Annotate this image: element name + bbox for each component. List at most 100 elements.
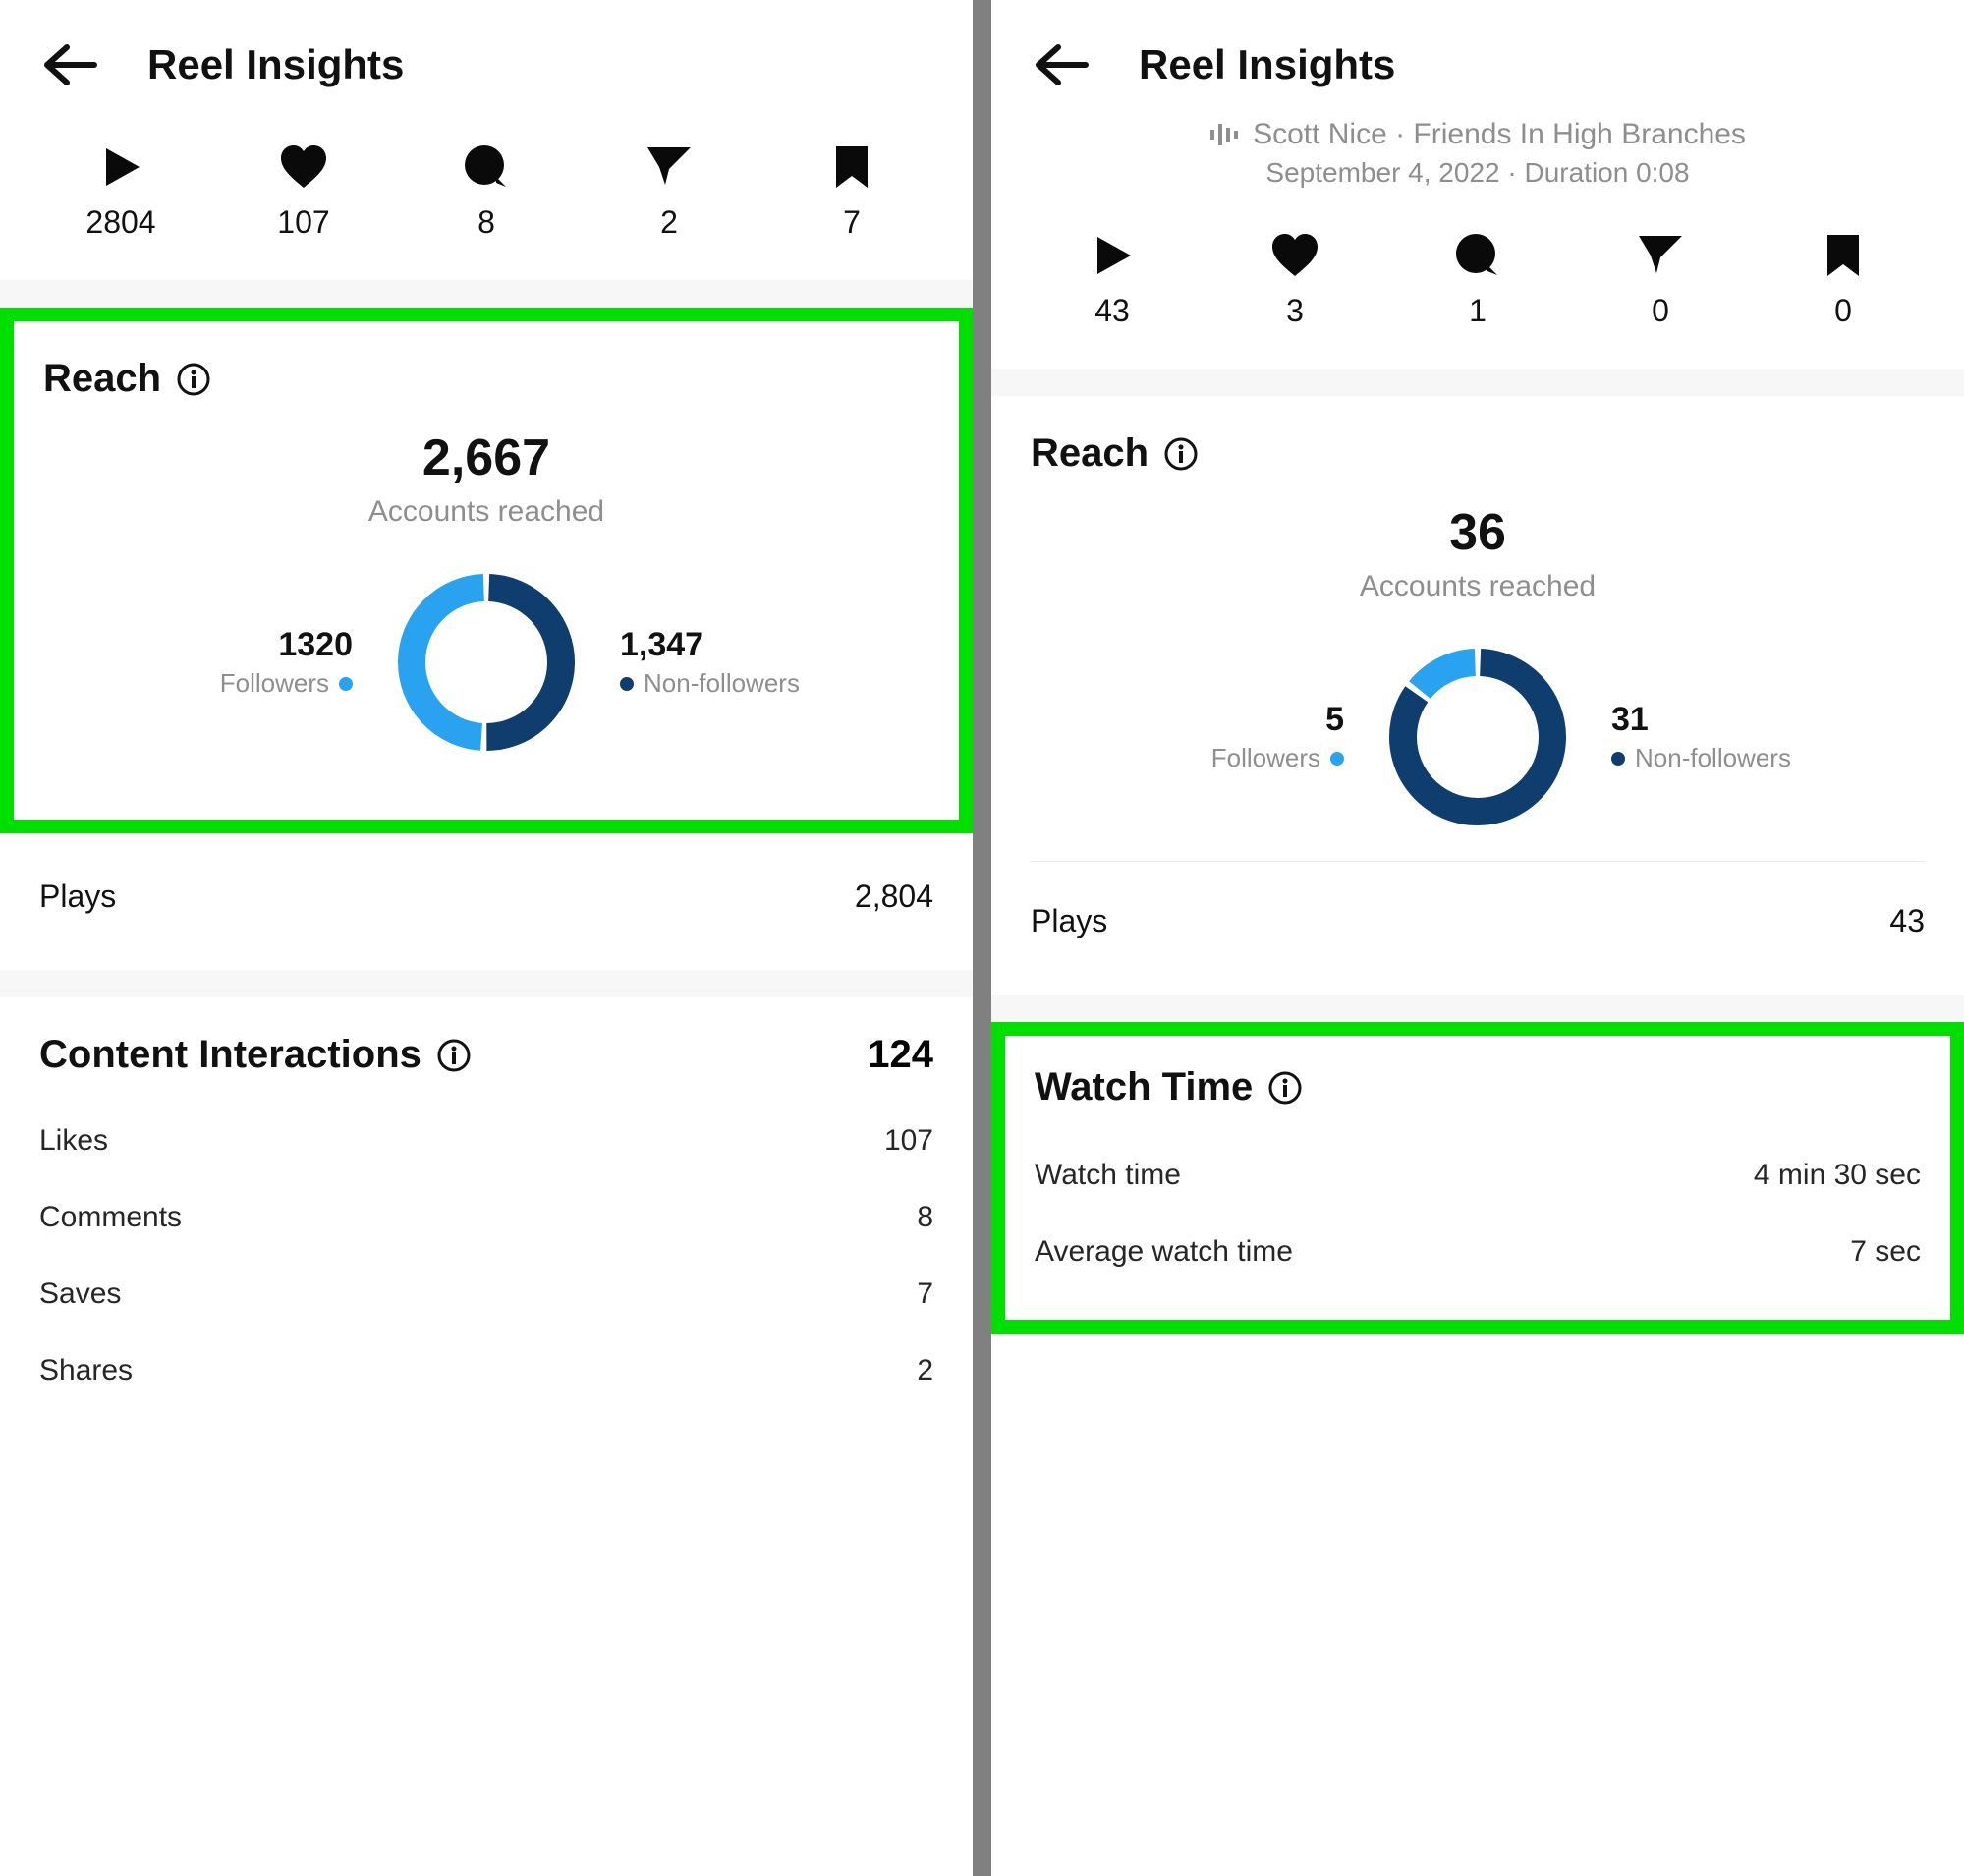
panel-right: Reel Insights Scott Nice · Friends In Hi… [991,0,1964,1876]
nonfollowers-value: 1,347 [620,626,703,664]
page-title: Reel Insights [1139,41,1395,88]
nonfollowers-label: Non-followers [1635,743,1791,773]
wt-value: 7 sec [1850,1235,1921,1269]
stat-comments-count: 1 [1469,293,1487,329]
ci-value: 7 [917,1278,933,1311]
content-interactions-section: Content Interactions 124 Likes 107 Comme… [0,997,973,1449]
bookmark-icon [1816,228,1871,283]
info-icon[interactable] [1164,437,1198,471]
ci-value: 8 [917,1201,933,1234]
play-icon [1085,228,1140,283]
reel-meta: Scott Nice · Friends In High Branches Se… [991,118,1964,206]
comment-icon [1450,228,1505,283]
plays-value: 2,804 [855,879,933,915]
avg-watch-time-row: Average watch time 7 sec [1035,1214,1921,1290]
stats-row: 2804 107 8 2 7 [0,118,973,280]
wt-label: Watch time [1035,1159,1181,1192]
reach-donut-chart [388,564,585,761]
stat-likes-count: 107 [277,204,329,241]
followers-label: Followers [1211,743,1320,773]
stat-comments[interactable]: 1 [1414,228,1542,329]
header: Reel Insights [991,0,1964,118]
reach-title: Reach [43,357,161,401]
info-icon[interactable] [177,363,210,396]
divider [1031,861,1925,862]
info-icon[interactable] [1268,1071,1302,1105]
section-gap [991,995,1964,1022]
nonfollowers-side: 1,347 Non-followers [620,626,846,699]
comment-icon [459,140,514,195]
plays-value: 43 [1889,903,1925,939]
reach-title-row: Reach [43,357,929,401]
heart-icon [276,140,331,195]
plays-label: Plays [1031,903,1107,939]
watch-time-row: Watch time 4 min 30 sec [1035,1137,1921,1214]
nonfollowers-dot [1611,752,1625,766]
panel-divider [973,0,991,1876]
ci-row-saves: Saves 7 [39,1256,933,1333]
ci-label: Comments [39,1201,182,1234]
ci-label: Shares [39,1354,133,1388]
back-arrow-icon[interactable] [39,41,98,88]
plays-row: Plays 43 [1031,887,1925,955]
stat-likes-count: 3 [1286,293,1304,329]
info-icon[interactable] [437,1039,471,1072]
followers-value: 1320 [278,626,353,664]
followers-label: Followers [220,668,329,699]
watch-time-title: Watch Time [1035,1065,1253,1109]
date-line: September 4, 2022 · Duration 0:08 [1031,157,1925,189]
wt-label: Average watch time [1035,1235,1293,1269]
plays-section: Plays 2,804 [0,833,973,970]
nonfollowers-value: 31 [1611,701,1649,739]
stat-saves[interactable]: 7 [788,140,916,241]
play-icon [93,140,148,195]
ci-row-likes: Likes 107 [39,1103,933,1179]
ci-label: Likes [39,1124,108,1158]
reach-title-row: Reach [1031,431,1925,476]
audio-text: Scott Nice · Friends In High Branches [1253,118,1746,151]
stat-plays[interactable]: 43 [1048,228,1176,329]
followers-dot [339,677,353,691]
section-gap [0,280,973,308]
reach-donut-chart [1379,639,1576,835]
stat-saves-count: 0 [1834,293,1852,329]
ci-header: Content Interactions 124 [39,1033,933,1077]
nonfollowers-dot [620,677,634,691]
audio-bars-icon [1209,122,1239,147]
stat-shares-count: 2 [660,204,678,241]
stat-saves[interactable]: 0 [1779,228,1907,329]
header: Reel Insights [0,0,973,118]
donut-row: 5 Followers 31 Non-followers [1031,639,1925,835]
stat-likes[interactable]: 3 [1231,228,1359,329]
stat-shares[interactable]: 0 [1597,228,1724,329]
stat-likes[interactable]: 107 [240,140,367,241]
stat-shares[interactable]: 2 [605,140,733,241]
stat-comments-count: 8 [477,204,495,241]
section-gap [0,970,973,997]
stat-plays[interactable]: 2804 [57,140,185,241]
ci-title: Content Interactions [39,1033,421,1077]
share-icon [1633,228,1688,283]
share-icon [642,140,697,195]
stat-plays-count: 2804 [85,204,155,241]
stat-saves-count: 7 [843,204,861,241]
plays-row: Plays 2,804 [39,863,933,931]
nonfollowers-label: Non-followers [644,668,800,699]
stat-comments[interactable]: 8 [422,140,550,241]
watch-time-title-row: Watch Time [1035,1065,1921,1109]
page-title: Reel Insights [147,41,404,88]
ci-label: Saves [39,1278,121,1311]
reach-section: Reach 2,667 Accounts reached 1320 Follow… [0,308,973,833]
wt-value: 4 min 30 sec [1754,1159,1921,1192]
panel-left: Reel Insights 2804 107 8 2 7 Reach [0,0,973,1876]
reach-total: 36 [1031,503,1925,562]
ci-row-comments: Comments 8 [39,1179,933,1256]
ci-row-shares: Shares 2 [39,1333,933,1409]
followers-value: 5 [1325,701,1344,739]
followers-side: 5 Followers [1118,701,1344,773]
back-arrow-icon[interactable] [1031,41,1090,88]
stats-row: 43 3 1 0 0 [991,206,1964,369]
followers-dot [1330,752,1344,766]
watch-time-section: Watch Time Watch time 4 min 30 sec Avera… [991,1022,1964,1334]
reach-title: Reach [1031,431,1149,476]
